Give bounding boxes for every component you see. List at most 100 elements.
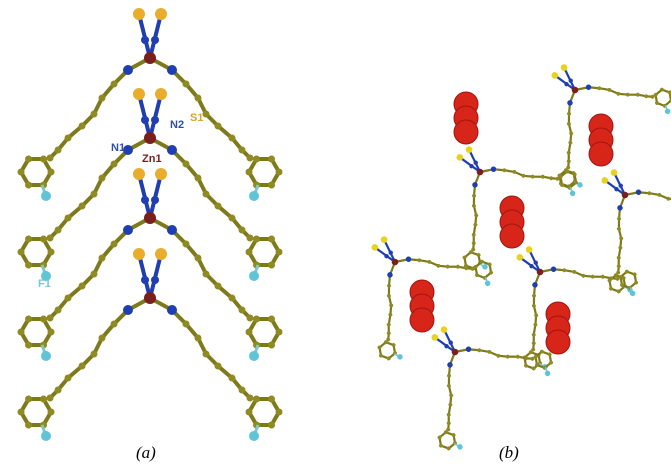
sulfur <box>155 248 167 260</box>
atom <box>215 203 222 210</box>
solvent <box>546 302 570 354</box>
bond <box>50 58 150 158</box>
atom <box>55 147 62 154</box>
fluorine <box>249 431 259 441</box>
atom <box>91 351 98 358</box>
ring <box>249 319 279 345</box>
atom <box>65 135 72 142</box>
atom <box>40 396 47 403</box>
atom <box>276 169 283 176</box>
atom <box>268 341 275 348</box>
nitrogen <box>550 265 558 273</box>
atom <box>474 272 479 277</box>
figure: S1 N1 N2 Zn1 F1 (a) (b) <box>0 0 671 465</box>
atom <box>531 303 536 308</box>
nitrogen <box>123 225 133 235</box>
atom <box>25 261 32 268</box>
atom <box>268 181 275 188</box>
nitrogen <box>167 225 177 235</box>
oxygen <box>546 330 570 354</box>
atom <box>91 111 98 118</box>
atom <box>99 255 106 262</box>
atom <box>239 387 246 394</box>
atom <box>566 111 571 116</box>
atom <box>590 274 595 279</box>
molecule <box>18 248 283 441</box>
bond <box>625 160 671 237</box>
sulfur <box>559 63 568 72</box>
caption: (b) <box>499 443 519 462</box>
atom <box>530 174 535 179</box>
atom <box>268 156 275 163</box>
atom <box>446 373 451 378</box>
atom <box>438 443 443 448</box>
fluorine <box>249 351 259 361</box>
nitrogen <box>123 305 133 315</box>
atom <box>91 191 98 198</box>
oxygen <box>454 120 478 144</box>
atom <box>476 252 481 257</box>
oxygen <box>500 224 524 248</box>
atom <box>239 227 246 234</box>
fluorine <box>664 108 671 116</box>
atom <box>246 409 253 416</box>
atom <box>448 402 453 407</box>
fluorine <box>484 280 492 288</box>
atom <box>502 168 507 173</box>
atom <box>246 169 253 176</box>
atom <box>597 86 602 91</box>
atom <box>18 329 25 336</box>
atom <box>215 123 222 130</box>
bond <box>150 218 250 318</box>
sulfur <box>133 8 145 20</box>
atom <box>195 255 202 262</box>
nitrogen <box>167 145 177 155</box>
atom <box>111 321 118 328</box>
sulfur <box>439 325 448 334</box>
atom <box>65 375 72 382</box>
atom <box>195 335 202 342</box>
atom <box>455 264 460 269</box>
nitrogen <box>446 361 454 369</box>
molecule <box>18 8 283 201</box>
sulfur <box>464 145 473 154</box>
atom <box>386 283 391 288</box>
atom <box>25 316 32 323</box>
atom <box>549 176 554 181</box>
zinc <box>144 292 156 304</box>
molecule <box>406 104 586 279</box>
atom <box>647 191 652 196</box>
atom <box>471 241 476 246</box>
atom <box>473 213 478 218</box>
atom <box>25 236 32 243</box>
atom <box>183 321 190 328</box>
atom <box>40 316 47 323</box>
atom <box>55 387 62 394</box>
atom <box>99 95 106 102</box>
atom <box>25 156 32 163</box>
sulfur <box>133 88 145 100</box>
atom <box>568 140 573 145</box>
atom <box>253 396 260 403</box>
atom <box>616 226 621 231</box>
atom <box>276 409 283 416</box>
atom <box>635 92 640 97</box>
nitrogen <box>635 188 643 196</box>
atom <box>18 409 25 416</box>
atom <box>91 271 98 278</box>
atom <box>48 409 55 416</box>
atom-label: Zn1 <box>142 153 162 165</box>
atom <box>477 348 482 353</box>
molecule <box>18 168 283 361</box>
atom <box>99 335 106 342</box>
nitrogen <box>465 345 473 353</box>
atom-label: N1 <box>111 142 125 154</box>
atom <box>18 169 25 176</box>
nitrogen <box>585 83 593 91</box>
nitrogen <box>151 116 159 124</box>
oxygen <box>410 308 434 332</box>
atom <box>540 174 545 179</box>
atom <box>386 322 391 327</box>
atom <box>47 315 54 322</box>
atom <box>247 395 254 402</box>
